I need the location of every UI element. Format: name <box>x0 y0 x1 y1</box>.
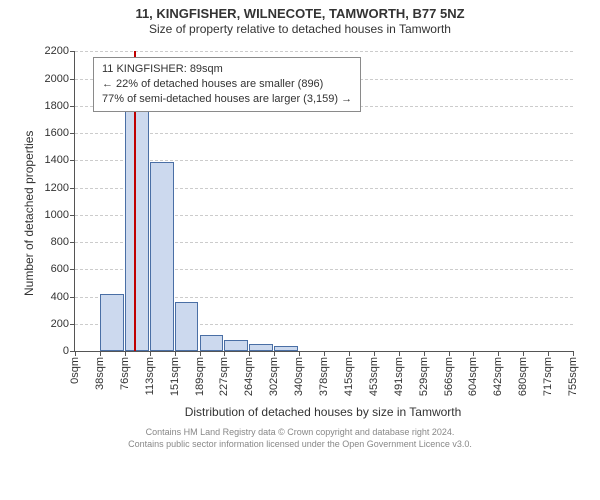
chart-title: 11, KINGFISHER, WILNECOTE, TAMWORTH, B77… <box>0 6 600 22</box>
histogram-bar <box>224 340 248 351</box>
histogram-bar <box>100 294 124 351</box>
x-tick-label: 302sqm <box>268 351 280 396</box>
y-tick-mark <box>70 297 75 298</box>
y-axis-label: Number of detached properties <box>22 131 36 296</box>
y-tick-mark <box>70 79 75 80</box>
x-tick-label: 642sqm <box>492 351 504 396</box>
x-tick-label: 189sqm <box>194 351 206 396</box>
x-tick-label: 227sqm <box>218 351 230 396</box>
callout-line-3: 77% of semi-detached houses are larger (… <box>102 92 352 107</box>
histogram-bar <box>249 344 273 351</box>
x-tick-label: 566sqm <box>443 351 455 396</box>
x-tick-label: 151sqm <box>169 351 181 396</box>
y-tick-mark <box>70 51 75 52</box>
y-tick-mark <box>70 215 75 216</box>
x-tick-label: 0sqm <box>69 351 81 384</box>
callout-box: 11 KINGFISHER: 89sqm ← 22% of detached h… <box>93 57 361 112</box>
gridline <box>75 133 573 134</box>
callout-line-2: ← 22% of detached houses are smaller (89… <box>102 77 352 92</box>
y-tick-mark <box>70 324 75 325</box>
footer-line-1: Contains HM Land Registry data © Crown c… <box>0 427 600 439</box>
histogram-bar <box>175 302 199 351</box>
x-tick-label: 378sqm <box>318 351 330 396</box>
footer-line-2: Contains public sector information licen… <box>0 439 600 451</box>
x-tick-label: 755sqm <box>567 351 579 396</box>
histogram-bar <box>150 162 174 352</box>
y-tick-mark <box>70 133 75 134</box>
x-tick-label: 415sqm <box>343 351 355 396</box>
x-axis-label: Distribution of detached houses by size … <box>74 405 572 419</box>
histogram-bar <box>200 335 224 351</box>
x-tick-label: 76sqm <box>119 351 131 390</box>
x-tick-label: 529sqm <box>418 351 430 396</box>
chart-area: Number of detached properties 0200400600… <box>10 37 590 427</box>
callout-line-1: 11 KINGFISHER: 89sqm <box>102 62 352 77</box>
plot-area: 0200400600800100012001400160018002000220… <box>74 51 573 352</box>
x-tick-label: 264sqm <box>243 351 255 396</box>
x-tick-label: 680sqm <box>517 351 529 396</box>
y-tick-mark <box>70 160 75 161</box>
gridline <box>75 51 573 52</box>
x-tick-label: 491sqm <box>393 351 405 396</box>
x-tick-label: 113sqm <box>144 351 156 395</box>
footer: Contains HM Land Registry data © Crown c… <box>0 427 600 450</box>
x-tick-label: 38sqm <box>94 351 106 390</box>
y-tick-mark <box>70 242 75 243</box>
x-tick-label: 453sqm <box>368 351 380 396</box>
x-tick-label: 604sqm <box>467 351 479 396</box>
x-tick-label: 340sqm <box>293 351 305 396</box>
y-tick-mark <box>70 269 75 270</box>
histogram-bar <box>125 107 149 351</box>
title-block: 11, KINGFISHER, WILNECOTE, TAMWORTH, B77… <box>0 0 600 37</box>
y-tick-mark <box>70 188 75 189</box>
y-tick-mark <box>70 106 75 107</box>
x-tick-label: 717sqm <box>542 351 554 396</box>
histogram-bar <box>274 346 298 351</box>
chart-subtitle: Size of property relative to detached ho… <box>0 22 600 37</box>
